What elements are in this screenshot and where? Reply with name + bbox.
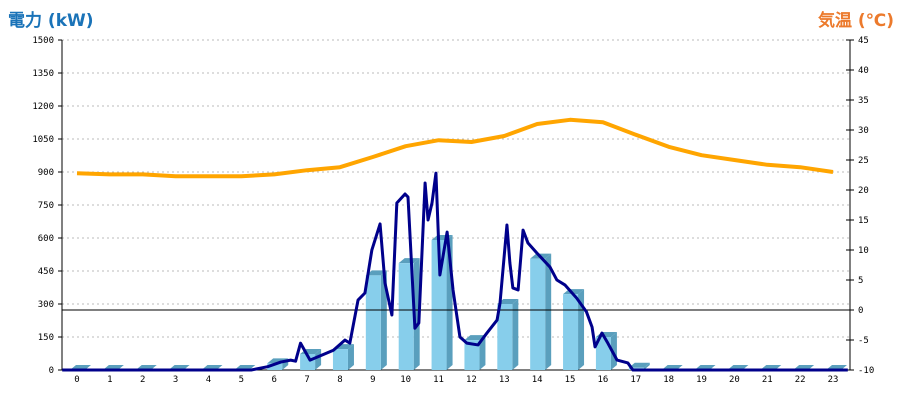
- right-tick-label: 45: [858, 36, 869, 46]
- bar-side: [545, 253, 552, 370]
- bar-side: [578, 289, 585, 370]
- power-line: [62, 171, 848, 372]
- left-tick-label: 750: [38, 201, 54, 211]
- bar: [365, 270, 387, 370]
- bar-side: [643, 362, 650, 370]
- bar-front: [497, 304, 513, 370]
- bar-front: [398, 263, 414, 370]
- bar: [563, 289, 585, 370]
- x-tick-label: 7: [304, 375, 309, 385]
- left-tick-label: 1200: [32, 102, 54, 112]
- bar-front: [464, 340, 480, 370]
- x-tick-label: 8: [337, 375, 342, 385]
- x-tick-label: 20: [729, 375, 740, 385]
- left-tick-label: 300: [38, 300, 54, 310]
- bar-front: [332, 349, 348, 370]
- bar: [530, 253, 552, 370]
- bar-front: [595, 337, 611, 370]
- x-tick-label: 10: [400, 375, 411, 385]
- x-tick-label: 14: [532, 375, 543, 385]
- x-tick-label: 21: [762, 375, 773, 385]
- x-tick-label: 16: [597, 375, 608, 385]
- bar-side: [380, 270, 387, 370]
- bar-top: [464, 335, 486, 341]
- bar: [497, 299, 519, 370]
- right-tick-label: 35: [858, 96, 869, 106]
- bar-top: [365, 270, 387, 276]
- left-tick-label: 450: [38, 267, 54, 277]
- x-tick-label: 2: [140, 375, 145, 385]
- x-tick-label: 22: [795, 375, 806, 385]
- x-tick-label: 15: [565, 375, 576, 385]
- bar-front: [365, 275, 381, 370]
- x-tick-label: 12: [466, 375, 477, 385]
- x-tick-label: 0: [74, 375, 79, 385]
- bar-top: [497, 299, 519, 304]
- bar-top: [398, 258, 420, 264]
- x-tick-label: 1: [107, 375, 112, 385]
- left-tick-label: 600: [38, 234, 54, 244]
- bar: [431, 234, 453, 370]
- x-tick-label: 19: [696, 375, 707, 385]
- right-tick-label: 30: [858, 126, 869, 136]
- left-tick-label: 0: [49, 366, 54, 376]
- bar-side: [512, 299, 519, 370]
- x-tick-label: 4: [206, 375, 211, 385]
- x-tick-label: 23: [828, 375, 839, 385]
- bar-side: [347, 344, 354, 370]
- right-tick-label: 0: [858, 306, 863, 316]
- left-tick-label: 1350: [32, 69, 54, 79]
- bar-top: [628, 362, 650, 368]
- left-tick-label: 900: [38, 168, 54, 178]
- right-tick-label: -5: [858, 336, 869, 346]
- right-tick-label: 15: [858, 216, 869, 226]
- temperature-line: [76, 117, 834, 179]
- bar-side: [413, 258, 420, 370]
- left-axis-title: 電力 (kW): [8, 11, 94, 31]
- x-tick-label: 6: [272, 375, 277, 385]
- x-tick-label: 17: [630, 375, 641, 385]
- x-tick-label: 5: [239, 375, 244, 385]
- x-tick-label: 13: [499, 375, 510, 385]
- x-tick-label: 9: [370, 375, 375, 385]
- bar-side: [315, 348, 322, 370]
- bar: [398, 258, 420, 370]
- right-tick-label: -10: [858, 366, 874, 376]
- right-tick-label: 5: [858, 276, 863, 286]
- bar-side: [610, 332, 617, 370]
- left-tick-label: 1500: [32, 36, 54, 46]
- bar-front: [431, 239, 447, 370]
- bar: [332, 344, 354, 370]
- left-tick-label: 150: [38, 333, 54, 343]
- x-tick-label: 18: [663, 375, 674, 385]
- right-tick-label: 40: [858, 66, 869, 76]
- x-tick-label: 11: [433, 375, 444, 385]
- bar-front: [563, 294, 579, 370]
- left-tick-label: 1050: [32, 135, 54, 145]
- right-axis-title: 気温 (℃): [817, 11, 894, 31]
- bar-front: [530, 258, 546, 370]
- right-tick-label: 25: [858, 156, 869, 166]
- x-tick-label: 3: [173, 375, 178, 385]
- bar: [464, 335, 486, 370]
- bar-side: [479, 335, 486, 370]
- right-tick-label: 10: [858, 246, 869, 256]
- right-tick-label: 20: [858, 186, 869, 196]
